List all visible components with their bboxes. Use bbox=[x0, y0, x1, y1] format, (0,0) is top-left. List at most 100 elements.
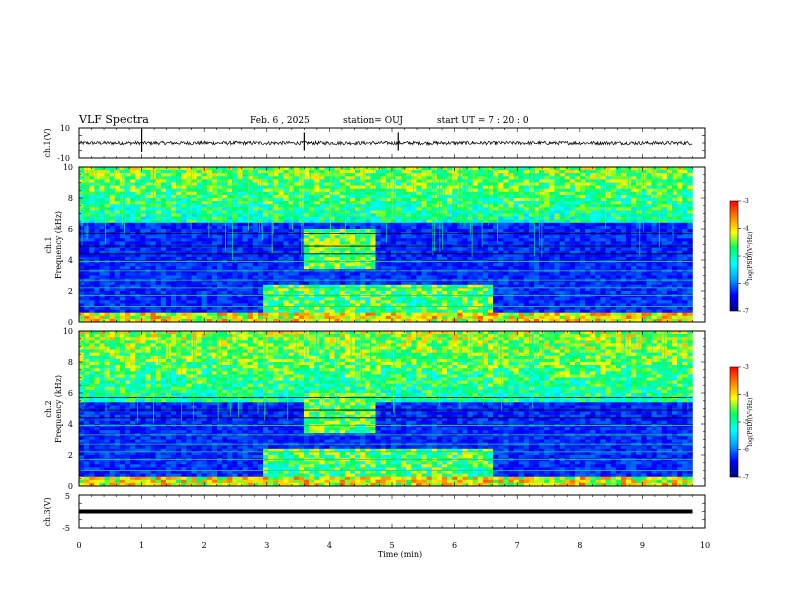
spectrogram-cell bbox=[559, 272, 565, 276]
spectrogram-cell bbox=[278, 291, 284, 295]
spectrogram-cell bbox=[263, 229, 269, 233]
spectrogram-cell bbox=[135, 173, 141, 177]
spectrogram-cell bbox=[447, 222, 453, 227]
spectrogram-cell bbox=[329, 235, 335, 239]
spectrogram-cell bbox=[130, 167, 136, 171]
spectrogram-cell bbox=[119, 235, 126, 239]
spectrogram-cell bbox=[395, 281, 402, 286]
spectrogram-cell bbox=[636, 266, 642, 270]
spectrogram-cell bbox=[416, 207, 422, 211]
spectrogram-cell bbox=[329, 284, 335, 289]
spectrogram-cell bbox=[646, 167, 652, 171]
spectrogram-cell bbox=[610, 182, 617, 186]
spectrogram-cell bbox=[355, 201, 361, 205]
spectrogram-cell bbox=[334, 272, 341, 276]
spectrogram-cell bbox=[309, 238, 315, 242]
spectrogram-cell bbox=[687, 167, 693, 171]
spectrogram-cell bbox=[452, 213, 458, 217]
spectrogram-cell bbox=[278, 179, 284, 183]
spectrogram-cell bbox=[477, 213, 484, 217]
spectrogram-cell bbox=[360, 287, 366, 292]
spectrogram-cell bbox=[564, 216, 571, 220]
spectrogram-cell bbox=[268, 207, 274, 211]
spectrogram-cell bbox=[431, 253, 438, 258]
spectrogram-cell bbox=[615, 207, 622, 211]
spectrogram-cell bbox=[661, 275, 668, 279]
spectrogram-cell bbox=[401, 225, 407, 230]
spectrogram-cell bbox=[89, 216, 95, 220]
spectrogram-cell bbox=[79, 284, 85, 289]
spectrogram-cell bbox=[114, 281, 121, 286]
spectrogram-cell bbox=[288, 272, 295, 276]
spectrogram-cell bbox=[390, 247, 397, 251]
spectrogram-cell bbox=[329, 238, 335, 242]
spectrogram-cell bbox=[165, 266, 172, 270]
spectrogram-cell bbox=[595, 216, 601, 220]
spectrogram-cell bbox=[196, 213, 202, 217]
spectrogram-cell bbox=[426, 185, 433, 189]
spectrogram-cell bbox=[171, 204, 177, 208]
spectrogram-cell bbox=[344, 204, 351, 208]
spectrogram-cell bbox=[498, 287, 504, 292]
spectrogram-cell bbox=[559, 235, 565, 239]
spectrogram-cell bbox=[191, 287, 197, 292]
spectrogram-cell bbox=[401, 194, 407, 199]
spectrogram-cell bbox=[242, 275, 248, 279]
spectrogram-cell bbox=[447, 173, 453, 177]
spectrogram-cell bbox=[370, 213, 376, 217]
spectrogram-cell bbox=[84, 291, 90, 295]
spectrogram-cell bbox=[482, 207, 489, 211]
spectrogram-cell bbox=[109, 287, 116, 292]
spectrogram-cell bbox=[135, 219, 141, 224]
spectrogram-cell bbox=[585, 219, 591, 224]
spectrogram-cell bbox=[171, 287, 177, 292]
spectrogram-cell bbox=[263, 222, 269, 227]
spectrogram-cell bbox=[176, 241, 182, 245]
spectrogram-cell bbox=[482, 235, 489, 239]
spectrogram-cell bbox=[631, 207, 637, 211]
spectrogram-cell bbox=[416, 284, 422, 289]
spectrogram-cell bbox=[452, 170, 458, 174]
spectrogram-cell bbox=[125, 213, 131, 217]
spectrogram-cell bbox=[263, 225, 269, 230]
spectrogram-cell bbox=[452, 173, 458, 177]
spectrogram-cell bbox=[222, 204, 228, 208]
spectrogram-cell bbox=[232, 173, 238, 177]
spectrogram-cell bbox=[631, 284, 637, 289]
spectrogram-cell bbox=[416, 167, 422, 171]
spectrogram-cell bbox=[518, 179, 525, 183]
spectrogram-cell bbox=[620, 204, 627, 208]
spectrogram-cell bbox=[104, 222, 110, 227]
spectrogram-cell bbox=[84, 238, 90, 242]
spectrogram-cell bbox=[585, 241, 591, 245]
spectrogram-cell bbox=[661, 188, 668, 193]
spectrogram-cell bbox=[600, 201, 606, 205]
spectrogram-cell bbox=[303, 291, 310, 295]
spectrogram-cell bbox=[283, 188, 289, 193]
spectrogram-cell bbox=[636, 263, 642, 267]
spectrogram-cell bbox=[196, 225, 202, 230]
spectrogram-cell bbox=[626, 284, 632, 289]
spectrogram-cell bbox=[631, 210, 637, 214]
spectrogram-cell bbox=[447, 247, 453, 251]
spectrogram-cell bbox=[544, 210, 550, 214]
spectrogram-cell bbox=[666, 253, 673, 258]
spectrogram-cell bbox=[513, 194, 519, 199]
spectrogram-cell bbox=[569, 235, 576, 239]
spectrogram-cell bbox=[513, 287, 519, 292]
spectrogram-cell bbox=[457, 272, 463, 276]
spectrogram-cell bbox=[421, 213, 427, 217]
spectrogram-cell bbox=[477, 210, 484, 214]
spectrogram-cell bbox=[181, 170, 187, 174]
spectrogram-cell bbox=[344, 213, 351, 217]
spectrogram-cell bbox=[651, 238, 657, 242]
spectrogram-cell bbox=[232, 229, 238, 233]
spectrogram-cell bbox=[278, 284, 284, 289]
spectrogram-cell bbox=[467, 238, 473, 242]
spectrogram-cell bbox=[508, 284, 514, 289]
spectrogram-cell bbox=[217, 222, 223, 227]
spectrogram-cell bbox=[165, 170, 172, 174]
spectrogram-cell bbox=[344, 238, 351, 242]
spectrogram-cell bbox=[283, 210, 289, 214]
spectrogram-cell bbox=[605, 185, 611, 189]
